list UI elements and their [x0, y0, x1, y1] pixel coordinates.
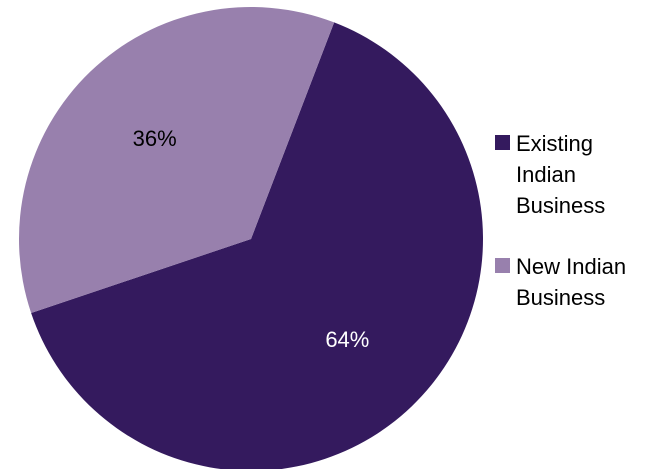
pie-value-label-new-indian-business: 36%: [133, 126, 177, 151]
legend-label-existing-indian-business: Existing Indian Business: [516, 131, 606, 218]
pie-slices: [18, 6, 483, 469]
legend-item-new-indian-business: New Indian Business: [495, 251, 655, 313]
pie-value-label-existing-indian-business: 64%: [325, 327, 369, 352]
legend-swatch-existing-indian-business: [495, 135, 510, 150]
legend: Existing Indian Business New Indian Busi…: [495, 128, 655, 343]
pie-slice-new-indian-business: [18, 6, 335, 313]
pie-slice-existing-indian-business: [31, 22, 483, 469]
legend-item-existing-indian-business: Existing Indian Business: [495, 128, 655, 221]
legend-label-new-indian-business: New Indian Business: [516, 254, 627, 310]
legend-swatch-new-indian-business: [495, 258, 510, 273]
pie-value-labels: 64% 36%: [133, 126, 370, 352]
